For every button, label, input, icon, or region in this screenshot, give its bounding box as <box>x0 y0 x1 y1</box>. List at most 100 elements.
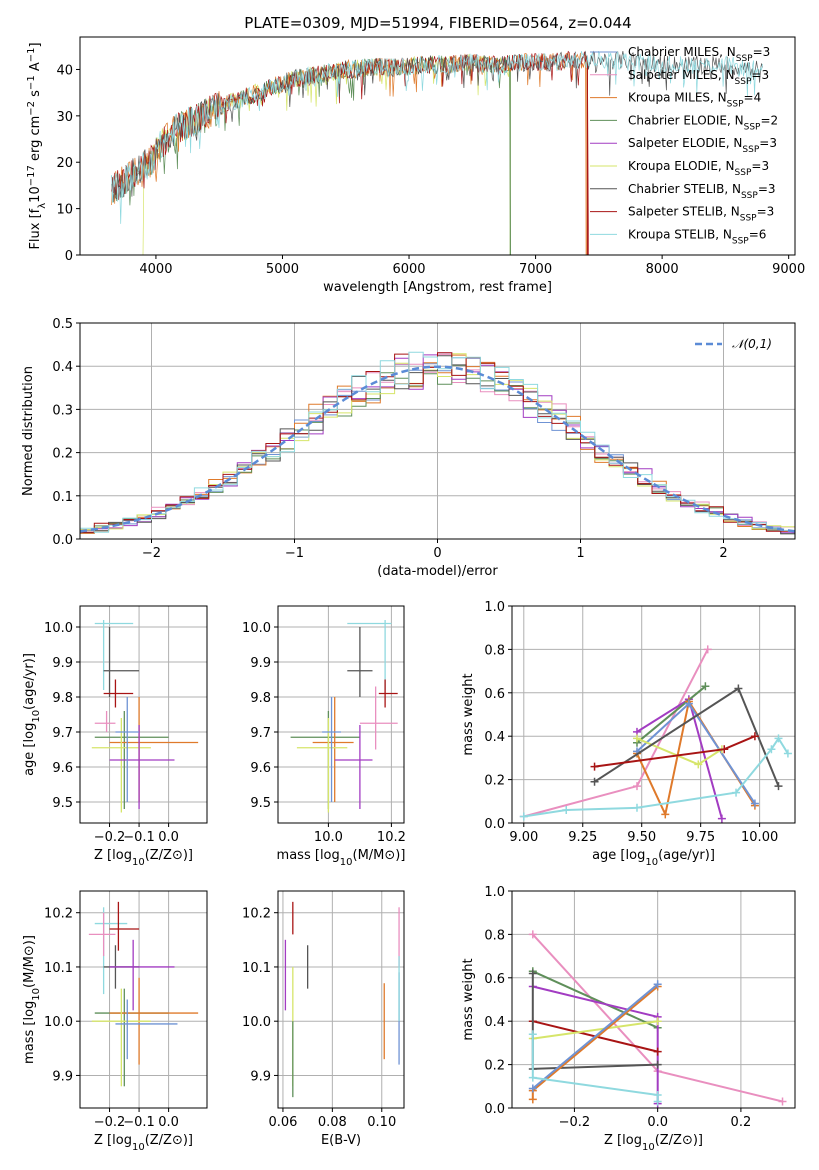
chart-mass_vs_ebv: 0.06 0.08 0.10 9.9 10.0 10.1 10.2 E(B-V) <box>242 890 405 1148</box>
mass-weight-marker-salpeter_miles <box>528 930 537 939</box>
x-tick-label: −2 <box>142 546 161 561</box>
chart-mass_vs_Z: −0.2−0.1 0.0 9.9 10.0 10.1 10.2 Z [log10(Z/Z⊙)… <box>22 890 208 1153</box>
x-tick-label: −0.1 <box>123 1115 155 1130</box>
y-tick-label: 9.8 <box>52 691 73 706</box>
x-tick-label: −0.2 <box>559 1115 591 1130</box>
x-tick-label: 0.2 <box>731 1115 752 1130</box>
y-tick-label: 10.0 <box>242 621 271 636</box>
mass-weight-marker-kroupa_elodie <box>653 1017 662 1026</box>
mass-weight-marker-kroupa_stelib <box>732 788 741 797</box>
spectrum-line-chabrier_elodie <box>111 55 763 255</box>
mass-weight-marker-kroupa_stelib <box>767 745 776 754</box>
mass-weight-marker-kroupa_stelib <box>528 1073 537 1082</box>
mass-weight-marker-salpeter_miles <box>778 1097 787 1106</box>
mass-weight-marker-kroupa_stelib <box>528 1030 537 1039</box>
chart-age_vs_Z: −0.2−0.1 0.0 9.5 9.6 9.7 9.8 9.9 10.0 Z [log10(Z… <box>22 605 208 868</box>
x-axis-label: wavelength [Angstrom, rest frame] <box>323 280 552 295</box>
y-tick-label: 0.6 <box>484 972 505 987</box>
y-tick-label: 1.0 <box>484 600 505 615</box>
plot-area-residuals <box>80 351 795 535</box>
spectrum-legend: Chabrier MILES, NSSP=3 Salpeter MILES, NS… <box>590 45 778 246</box>
legend-entry: Chabrier ELODIE, NSSP=2 <box>628 113 778 132</box>
plot-area-age_vs_Z <box>91 620 199 813</box>
y-tick-label: 9.5 <box>52 796 73 811</box>
histogram-kroupa_stelib <box>80 351 795 533</box>
y-tick-label: 20 <box>56 156 73 171</box>
mass-weight-marker-salpeter_miles <box>632 782 641 791</box>
y-axis-label: mass [log10(M/M⊙)] <box>22 935 42 1064</box>
y-tick-label: 9.6 <box>250 761 271 776</box>
plot-area-mass_vs_ebv <box>284 901 400 1098</box>
mass-weight-marker-salpeter_stelib <box>653 1047 662 1056</box>
y-tick-label: 0.1 <box>52 490 73 505</box>
y-tick-label: 0.5 <box>52 317 73 332</box>
x-tick-label: 0.0 <box>158 830 179 845</box>
mass-weight-marker-kroupa_stelib <box>632 803 641 812</box>
legend-entry: Chabrier MILES, NSSP=3 <box>628 45 770 64</box>
plot-area-massweight_vs_Z <box>528 930 787 1108</box>
plot-area-mass_vs_Z <box>88 901 199 1087</box>
spectrum-line-kroupa_miles <box>111 52 763 255</box>
plot-area-age_vs_mass <box>290 620 398 813</box>
mass-weight-marker-chabrier_miles <box>528 1084 537 1093</box>
y-tick-label: 10.2 <box>44 907 73 922</box>
y-tick-label: 0.0 <box>484 817 505 832</box>
x-axis-label: age [log10(age/yr)] <box>592 848 715 868</box>
y-tick-label: 0.0 <box>484 1102 505 1117</box>
y-tick-label: 9.5 <box>250 796 271 811</box>
x-axis-label: Z [log10(Z/Z⊙)] <box>94 1133 193 1153</box>
mass-weight-marker-chabrier_stelib <box>774 782 783 791</box>
legend-entry: Chabrier STELIB, NSSP=3 <box>628 182 776 201</box>
mass-weight-line-chabrier_elodie <box>532 970 659 1029</box>
y-tick-label: 40 <box>56 63 73 78</box>
y-tick-label: 0.6 <box>484 687 505 702</box>
mass-weight-marker-kroupa_miles <box>528 1095 537 1104</box>
x-axis-label: mass [log10(M/M⊙)] <box>277 848 406 868</box>
y-tick-label: 0.0 <box>52 533 73 548</box>
x-tick-label: 10.2 <box>377 830 406 845</box>
legend-entry: Salpeter STELIB, NSSP=3 <box>628 205 774 224</box>
axes-frame <box>79 322 796 540</box>
mass-weight-marker-chabrier_miles <box>684 699 693 708</box>
gaussian-curve <box>80 365 795 533</box>
x-tick-label: −0.2 <box>94 1115 126 1130</box>
axes-frame <box>79 890 208 1109</box>
y-tick-label: 9.9 <box>250 656 271 671</box>
x-tick-label: 8000 <box>646 262 679 277</box>
y-axis-label: Normed distribution <box>21 366 36 496</box>
y-tick-label: 30 <box>56 110 73 125</box>
y-tick-label: 9.8 <box>250 691 271 706</box>
chart-massweight_vs_age: 9.00 9.25 9.50 9.75 10.00 0.0 0.2 0.4 0.6 0.8 1.0 m… <box>461 600 796 868</box>
chart-spectrum: 4000 5000 6000 7000 8000 9000 0 10 20 30 40 wavelen… <box>26 36 805 295</box>
mass-weight-marker-kroupa_stelib <box>562 805 571 814</box>
x-tick-label: −0.1 <box>123 830 155 845</box>
axes-frame <box>79 36 796 256</box>
y-axis-label: age [log10(age/yr)] <box>22 653 42 776</box>
mass-weight-marker-chabrier_stelib <box>734 684 743 693</box>
x-tick-label: 0.0 <box>647 1115 668 1130</box>
y-tick-label: 10 <box>56 203 73 218</box>
y-tick-label: 9.9 <box>52 656 73 671</box>
axes-frame <box>511 605 796 824</box>
x-tick-label: 9000 <box>772 262 805 277</box>
y-tick-label: 10.2 <box>242 907 271 922</box>
spectrum-line-chabrier_stelib <box>111 50 763 202</box>
y-tick-label: 10.0 <box>242 1015 271 1030</box>
y-tick-label: 0.2 <box>484 774 505 789</box>
plot-area-spectrum <box>111 50 763 255</box>
x-tick-label: 7000 <box>519 262 552 277</box>
x-tick-label: 6000 <box>392 262 425 277</box>
x-tick-label: 9.50 <box>627 830 656 845</box>
x-tick-label: 1 <box>576 546 584 561</box>
mass-weight-marker-chabrier_stelib <box>653 1060 662 1069</box>
y-tick-label: 10.0 <box>44 621 73 636</box>
y-tick-label: 0 <box>65 249 73 264</box>
x-tick-label: 0.0 <box>158 1115 179 1130</box>
legend-entry: Salpeter ELODIE, NSSP=3 <box>628 136 777 155</box>
y-tick-label: 9.7 <box>250 726 271 741</box>
y-axis-label: Flux [fλ10−17 erg cm−2 s−1 A−1] <box>26 42 48 249</box>
mass-weight-marker-chabrier_miles <box>750 799 759 808</box>
y-tick-label: 10.0 <box>44 1015 73 1030</box>
x-tick-label: 0.06 <box>268 1115 297 1130</box>
x-tick-label: 2 <box>719 546 727 561</box>
